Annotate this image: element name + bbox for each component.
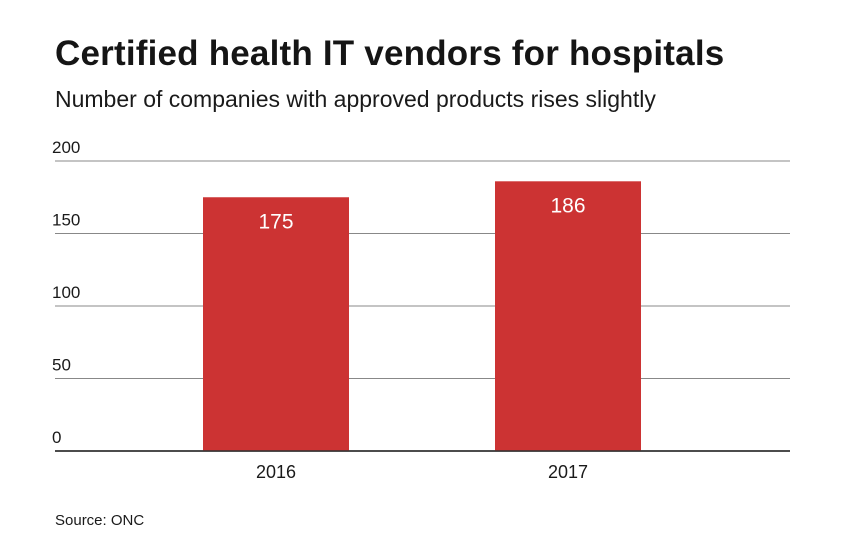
chart-title: Certified health IT vendors for hospital… — [55, 34, 725, 73]
data-label-2016: 175 — [258, 210, 293, 233]
x-tick-label-2017: 2017 — [548, 462, 588, 482]
chart-subtitle: Number of companies with approved produc… — [55, 86, 656, 112]
y-tick-label-150: 150 — [52, 211, 80, 230]
source-note: Source: ONC — [55, 512, 145, 529]
y-tick-label-200: 200 — [52, 138, 80, 157]
y-tick-label-50: 50 — [52, 356, 71, 375]
data-label-2017: 186 — [550, 194, 585, 217]
y-axis-tick-labels: 0 50 100 150 200 — [52, 138, 80, 447]
gridlines — [55, 160, 790, 452]
y-tick-label-100: 100 — [52, 283, 80, 302]
bars: 175 186 — [203, 181, 641, 452]
bar-2016 — [203, 197, 349, 451]
x-axis-tick-labels: 2016 2017 — [55, 450, 790, 482]
y-tick-label-0: 0 — [52, 428, 61, 447]
x-tick-label-2016: 2016 — [256, 462, 296, 482]
bar-2017 — [495, 181, 641, 452]
